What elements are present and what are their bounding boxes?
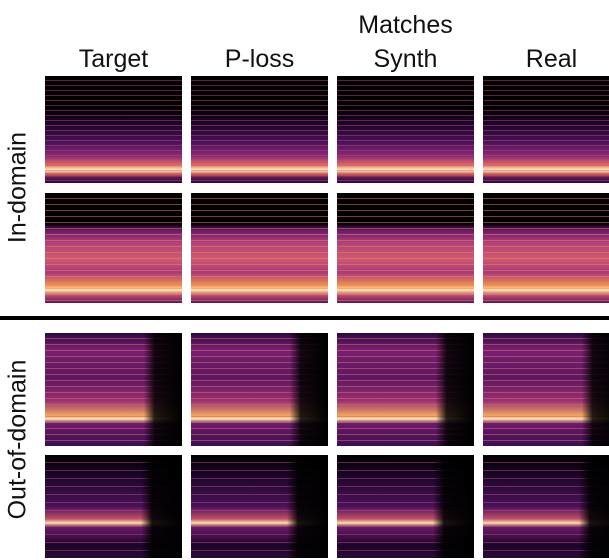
spectrogram	[483, 76, 609, 183]
figure: Target P-loss Matches Synth Real In-doma…	[0, 0, 609, 558]
spectrogram	[337, 333, 474, 446]
column-header: P-loss	[191, 0, 328, 76]
spectrogram	[45, 76, 182, 183]
spectrogram	[191, 193, 328, 303]
spectrogram	[483, 333, 609, 446]
column-header: Matches Synth	[337, 0, 474, 76]
spectrogram	[337, 76, 474, 183]
spectrogram	[191, 76, 328, 183]
spectrogram	[45, 193, 182, 303]
separator	[0, 316, 609, 320]
column-header: Target	[45, 0, 182, 76]
spectrogram	[337, 455, 474, 558]
spectrogram	[191, 333, 328, 446]
spectrogram	[337, 193, 474, 303]
row-label: In-domain	[4, 68, 33, 308]
spectrogram	[191, 455, 328, 558]
spectrogram	[45, 333, 182, 446]
spectrogram	[483, 193, 609, 303]
spectrogram	[483, 455, 609, 558]
row-label: Out-of-domain	[4, 320, 33, 560]
spectrogram	[45, 455, 182, 558]
column-header: Real	[483, 0, 609, 76]
